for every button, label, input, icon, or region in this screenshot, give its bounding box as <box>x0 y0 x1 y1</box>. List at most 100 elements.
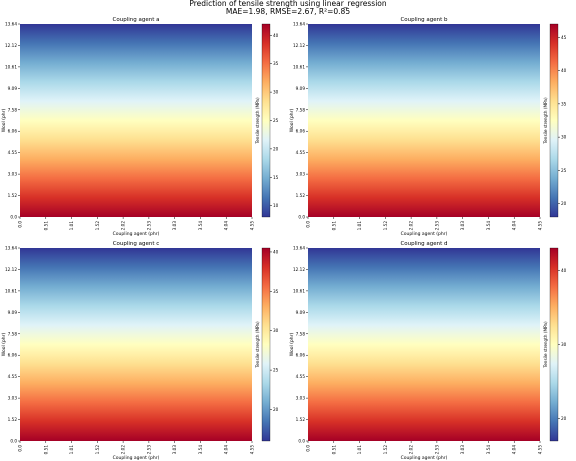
x-tick-label: 2.02 <box>409 445 414 455</box>
y-tick-label: 4.55 <box>296 374 306 379</box>
x-tick-label: 4.04 <box>512 445 517 455</box>
x-axis-label: Coupling agent (phr) <box>401 231 448 237</box>
colorbar-tick-label: 35 <box>273 289 279 294</box>
x-axis-label: Coupling agent (phr) <box>113 455 160 461</box>
x-tick-label: 1.52 <box>383 445 388 455</box>
heatmap-panel-a: Coupling agent a 0.0 0.51 1.01 1.52 2.02 2.53 3… <box>1 17 279 237</box>
x-tick-label: 0.51 <box>43 221 48 231</box>
x-tick-label: 0.0 <box>306 445 311 452</box>
y-tick-label: 12.12 <box>5 267 17 272</box>
colorbar-tick-label: 40 <box>273 249 279 254</box>
y-tick-label: 12.12 <box>5 43 17 48</box>
y-tick-label: 0.0 <box>298 439 305 444</box>
x-tick-label: 2.02 <box>121 221 126 231</box>
y-tick-label: 4.55 <box>8 374 18 379</box>
x-tick-label: 2.02 <box>409 221 414 231</box>
y-tick-label: 9.09 <box>296 86 306 91</box>
x-tick-label: 1.01 <box>357 221 362 231</box>
chart-title: Coupling agent b <box>400 17 448 23</box>
y-tick-label: 4.55 <box>8 150 18 155</box>
y-tick-label: 7.58 <box>296 107 306 112</box>
colorbar-tick-label: 40 <box>273 33 279 38</box>
x-tick-label: 0.0 <box>18 445 23 452</box>
colorbar <box>549 23 559 218</box>
y-tick-label: 12.12 <box>293 267 305 272</box>
y-tick-label: 6.06 <box>8 353 18 358</box>
colorbar-tick-label: 25 <box>273 118 279 123</box>
colorbar-tick-label: 25 <box>561 168 567 173</box>
colorbar-tick-label: 30 <box>273 90 279 95</box>
x-tick-label: 0.51 <box>331 221 336 231</box>
colorbar-tick-label: 30 <box>273 328 279 333</box>
colorbar <box>261 247 271 442</box>
colorbar-tick-label: 20 <box>561 201 567 206</box>
y-axis-label: Wool (phr) <box>1 109 7 133</box>
x-tick-label: 2.53 <box>146 221 151 231</box>
x-tick-label: 1.52 <box>95 221 100 231</box>
x-tick-label: 2.53 <box>434 445 439 455</box>
y-tick-label: 7.58 <box>296 331 306 336</box>
y-tick-label: 10.61 <box>293 288 305 293</box>
figure-title: Prediction of tensile strength using lin… <box>189 0 387 8</box>
y-tick-label: 1.52 <box>296 417 306 422</box>
y-tick-label: 7.58 <box>8 107 18 112</box>
y-tick-label: 6.06 <box>296 353 306 358</box>
x-tick-label: 3.03 <box>460 221 465 231</box>
x-tick-label: 2.53 <box>434 221 439 231</box>
x-tick-label: 1.01 <box>357 445 362 455</box>
y-tick-label: 13.64 <box>5 22 17 27</box>
y-tick-label: 0.0 <box>298 215 305 220</box>
y-tick-label: 4.55 <box>296 150 306 155</box>
figure-subtitle: MAE=1.98, RMSE=2.67, R²=0.85 <box>225 7 351 16</box>
heatmap-area <box>308 24 540 217</box>
colorbar-tick-label: 20 <box>561 416 567 421</box>
x-tick-label: 3.54 <box>486 221 491 231</box>
x-tick-label: 4.04 <box>224 445 229 455</box>
x-tick-label: 0.0 <box>306 221 311 228</box>
x-tick-label: 4.04 <box>224 221 229 231</box>
x-tick-label: 3.03 <box>172 445 177 455</box>
x-tick-label: 4.04 <box>512 221 517 231</box>
colorbar <box>261 23 271 218</box>
y-tick-label: 3.03 <box>296 396 306 401</box>
chart-title: Coupling agent a <box>113 17 160 23</box>
heatmap-area <box>308 248 540 441</box>
y-axis-label: Wool (phr) <box>1 333 7 357</box>
x-tick-label: 4.55 <box>250 221 255 231</box>
colorbar-label: Tensile strength (MPa) <box>255 321 260 369</box>
y-tick-label: 10.61 <box>5 64 17 69</box>
x-tick-label: 4.55 <box>250 445 255 455</box>
x-tick-label: 3.54 <box>198 221 203 231</box>
colorbar-tick-label: 30 <box>561 135 567 140</box>
colorbar-tick-label: 35 <box>561 101 567 106</box>
y-axis-label: Wool (phr) <box>289 333 295 357</box>
colorbar-tick-label: 10 <box>273 203 279 208</box>
x-axis-label: Coupling agent (phr) <box>113 231 160 237</box>
x-tick-label: 1.01 <box>69 445 74 455</box>
x-tick-label: 0.0 <box>18 221 23 228</box>
y-tick-label: 6.06 <box>296 129 306 134</box>
y-tick-label: 9.09 <box>8 310 18 315</box>
y-tick-label: 3.03 <box>8 396 18 401</box>
y-tick-label: 12.12 <box>293 43 305 48</box>
x-tick-label: 3.54 <box>486 445 491 455</box>
x-tick-label: 0.51 <box>331 445 336 455</box>
colorbar-tick-label: 15 <box>273 175 279 180</box>
y-tick-label: 9.09 <box>8 86 18 91</box>
x-tick-label: 0.51 <box>43 445 48 455</box>
y-tick-label: 6.06 <box>8 129 18 134</box>
x-tick-label: 3.03 <box>172 221 177 231</box>
colorbar <box>549 247 559 442</box>
colorbar-label: Tensile strength (MPa) <box>543 97 548 145</box>
y-tick-label: 0.0 <box>10 439 17 444</box>
colorbar-tick-label: 40 <box>561 268 567 273</box>
colorbar-tick-label: 20 <box>273 146 279 151</box>
heatmap-area <box>20 248 252 441</box>
colorbar-tick-label: 20 <box>273 407 279 412</box>
heatmap-area <box>20 24 252 217</box>
y-tick-label: 13.64 <box>5 246 17 251</box>
y-tick-label: 0.0 <box>10 215 17 220</box>
x-tick-label: 1.52 <box>383 221 388 231</box>
y-tick-label: 13.64 <box>293 246 305 251</box>
